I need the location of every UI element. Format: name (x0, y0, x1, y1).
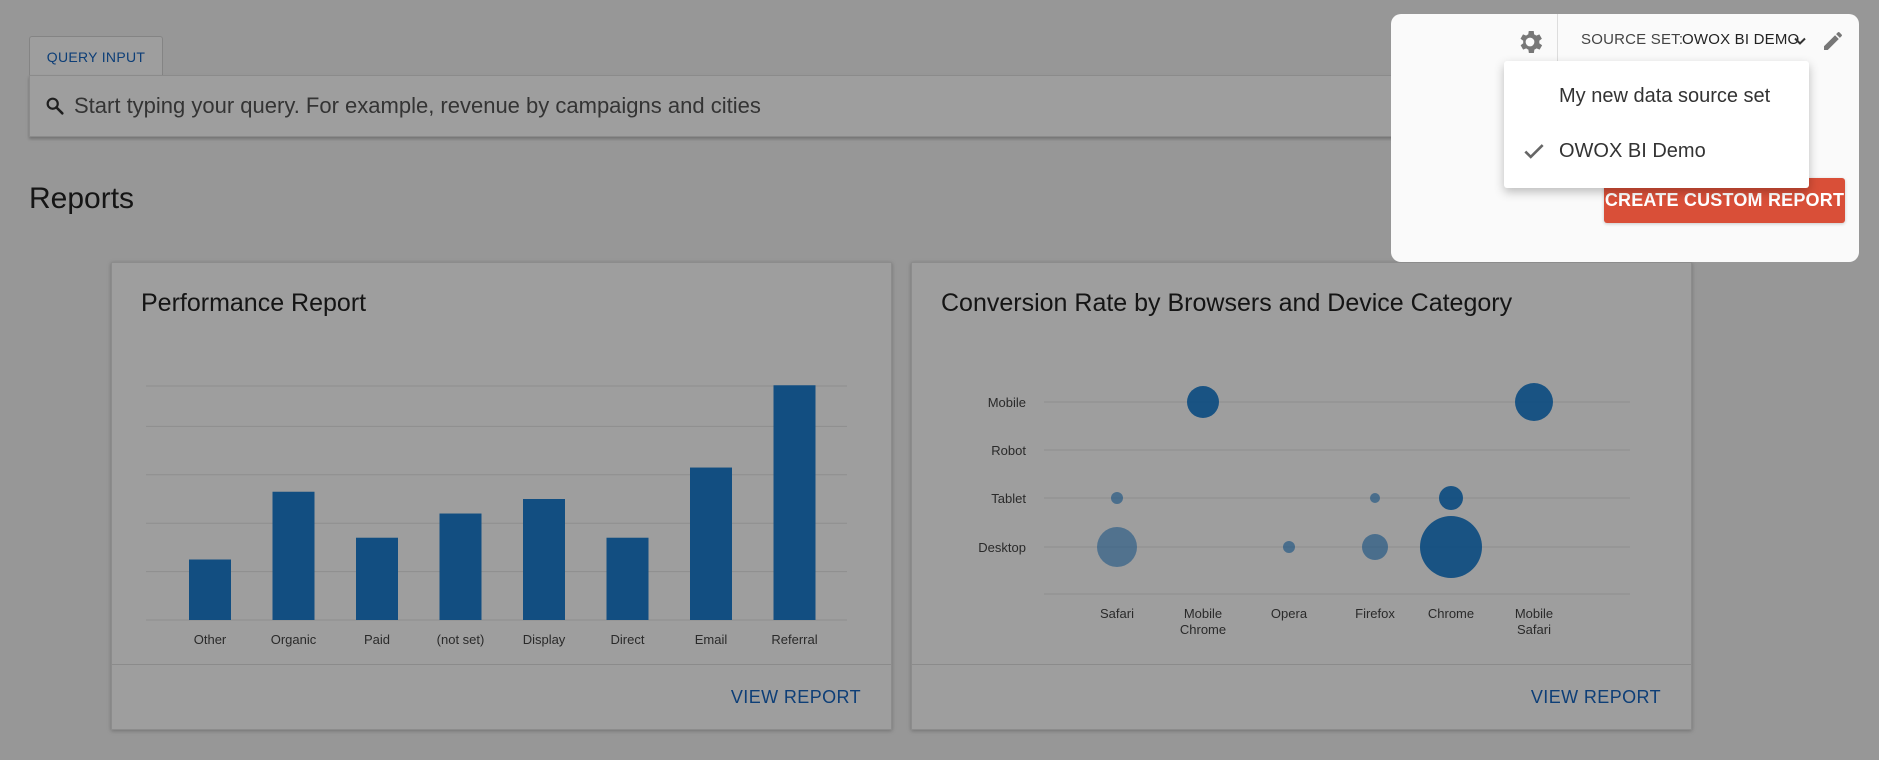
tab-query-input[interactable]: QUERY INPUT (29, 36, 163, 76)
x-tick-label: Referral (771, 632, 817, 647)
y-tick-label: Tablet (991, 491, 1026, 506)
card-footer: VIEW REPORT (112, 664, 891, 730)
edit-icon[interactable] (1821, 29, 1845, 53)
bar (272, 491, 315, 620)
x-tick-label: Direct (611, 632, 645, 647)
x-tick-label: Display (523, 632, 566, 647)
divider (1557, 14, 1558, 70)
dropdown-option-selected[interactable]: OWOX BI Demo (1504, 125, 1809, 177)
x-tick-label: Email (695, 632, 728, 647)
y-tick-label: Desktop (978, 540, 1026, 555)
bar (773, 385, 816, 620)
x-tick-label: Mobile Safari (1515, 606, 1553, 637)
x-tick-label: Paid (364, 632, 390, 647)
bar (439, 513, 482, 620)
bubble (1439, 486, 1463, 510)
x-tick-label: Firefox (1355, 606, 1395, 621)
view-report-button[interactable]: VIEW REPORT (1530, 687, 1661, 707)
card-title: Conversion Rate by Browsers and Device C… (941, 289, 1513, 317)
query-input[interactable]: Start typing your query. For example, re… (74, 93, 761, 118)
source-set-dropdown: My new data source set OWOX BI Demo (1504, 61, 1809, 188)
bar (189, 559, 231, 620)
bubble (1111, 492, 1123, 504)
bubble (1420, 516, 1482, 578)
report-card-conversion[interactable]: Conversion Rate by Browsers and Device C… (911, 262, 1692, 730)
search-icon (46, 97, 64, 115)
dropdown-option[interactable]: My new data source set (1504, 70, 1809, 122)
check-icon (1524, 144, 1544, 159)
y-tick-label: Robot (991, 443, 1026, 458)
report-card-performance[interactable]: Performance Report Other Organic Paid (not … (111, 262, 892, 730)
source-set-select[interactable]: OWOX BI DEMO (1682, 31, 1800, 48)
chevron-down-icon[interactable] (1793, 34, 1807, 48)
bubble-chart: Mobile Robot Tablet Desktop Safari Mobile Chro… (978, 383, 1630, 637)
bubble (1515, 383, 1553, 421)
x-tick-label: Other (194, 632, 227, 647)
x-tick-label: Chrome (1428, 606, 1474, 621)
bubble (1097, 527, 1137, 567)
option-label: OWOX BI Demo (1559, 139, 1706, 162)
bar (690, 467, 732, 620)
bar-chart: Other Organic Paid (not set) Display Direct Em… (146, 385, 847, 647)
x-tick-label: Opera (1271, 606, 1308, 621)
bar (356, 537, 398, 620)
source-set-label: SOURCE SET: (1581, 31, 1684, 48)
bubble (1187, 386, 1219, 418)
bubble (1370, 493, 1380, 503)
bubble (1362, 534, 1388, 560)
gear-icon[interactable] (1515, 27, 1545, 57)
y-tick-label: Mobile (988, 395, 1026, 410)
view-report-button[interactable]: VIEW REPORT (730, 687, 861, 707)
card-title: Performance Report (141, 289, 367, 317)
option-label: My new data source set (1559, 84, 1771, 107)
x-tick-label: Safari (1100, 606, 1134, 621)
bubble (1283, 541, 1295, 553)
card-footer: VIEW REPORT (912, 664, 1691, 730)
page-title: Reports (29, 182, 135, 215)
bar (523, 499, 565, 620)
bar (606, 537, 649, 620)
x-tick-label: Mobile Chrome (1180, 606, 1226, 637)
x-tick-label: (not set) (437, 632, 485, 647)
x-tick-label: Organic (271, 632, 317, 647)
